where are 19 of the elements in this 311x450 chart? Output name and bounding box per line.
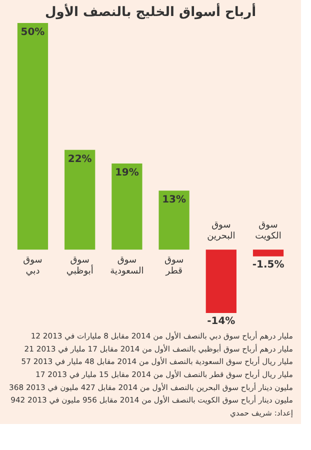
data-label: 19% — [114, 167, 139, 178]
bar — [64, 150, 96, 250]
data-label: 50% — [20, 27, 45, 38]
bar — [158, 190, 190, 250]
data-label: -14% — [207, 316, 236, 327]
data-label: 13% — [162, 194, 186, 206]
x-tick-label: سوق البحرين — [207, 220, 236, 242]
x-tick-label: سوق دبي — [23, 256, 42, 277]
bar — [206, 250, 236, 313]
data-label: -1.5% — [252, 259, 284, 270]
x-tick-label: سوق أبوظبي — [66, 256, 94, 277]
x-tick-label: سوق السعودية — [110, 256, 144, 277]
data-label: 22% — [68, 154, 92, 165]
bar — [112, 163, 142, 250]
bar — [252, 250, 284, 256]
x-tick-label: سوق قطر — [164, 256, 184, 277]
bar — [17, 23, 48, 250]
x-tick-label: سوق الكويت — [255, 220, 282, 242]
chart-title: أرباح أسواق الخليج بالنصف الأول — [44, 3, 256, 20]
